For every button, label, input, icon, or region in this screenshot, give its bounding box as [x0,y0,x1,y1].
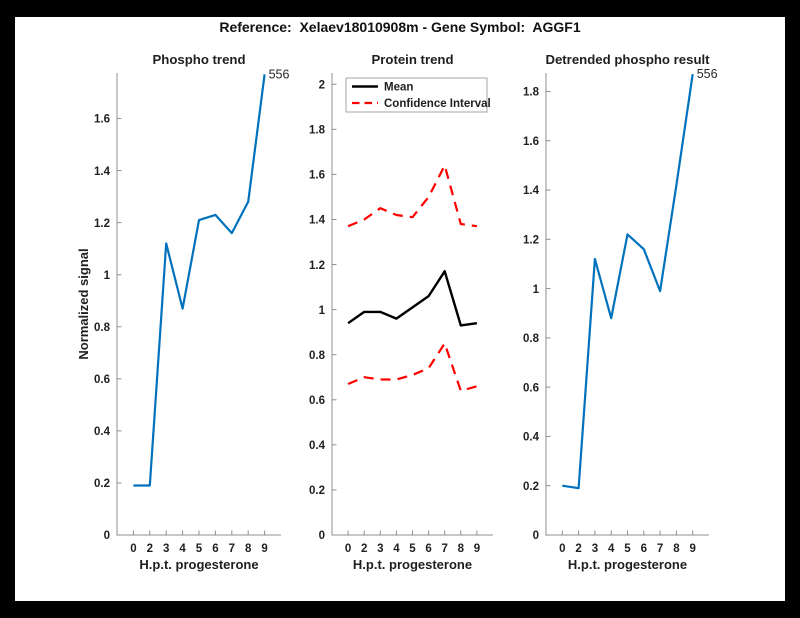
y-tick-label: 0.6 [94,374,110,386]
x-tick-label: 6 [641,543,647,555]
x-tick-label: 0 [559,543,565,555]
y-tick-label: 0.4 [94,426,111,438]
y-tick-label: 0.6 [309,395,325,407]
y-tick-label: 1.6 [94,114,110,126]
series-line-detrended-phospho [562,74,694,490]
y-tick-label: 1.2 [309,260,325,272]
x-tick-label: 0 [345,543,351,555]
series-line-ci-upper [347,164,478,228]
y-tick-label: 0.8 [94,322,111,334]
x-axis-label: H.p.t. progesterone [139,557,258,572]
x-tick-label: 8 [673,543,680,555]
x-tick-label: 0 [130,543,136,555]
y-tick-label: 0.4 [523,432,540,444]
y-tick-label: 0.8 [523,333,540,345]
y-tick-label: 1.8 [309,125,326,137]
y-tick-label: 0.2 [94,478,110,490]
y-tick-label: 1.4 [94,166,111,178]
x-axis-label: H.p.t. progesterone [353,557,472,572]
y-tick-label: 1 [319,305,326,317]
y-tick-label: 1.2 [523,235,539,247]
legend-label: Confidence Interval [384,98,491,110]
series-line-ci-lower [347,342,478,392]
subplot-title: Phospho trend [152,52,245,67]
series-line-phospho-signal [133,74,266,487]
x-tick-label: 9 [689,543,695,555]
subplot-1: 00.20.40.60.811.21.41.60 2 3 4 5 6 7 8 9H.p.t. p… [76,52,290,572]
endpoint-annotation: 556 [697,67,718,81]
y-tick-label: 0.6 [523,382,539,394]
subplot-title: Protein trend [371,52,453,67]
subplot-2: 00.20.40.60.811.21.41.61.820 2 3 4 5 6 7 8 9H.p.… [309,52,493,572]
x-tick-label: 9 [474,543,480,555]
x-tick-label: 8 [245,543,252,555]
x-tick-label: 7 [657,543,663,555]
y-tick-label: 1.4 [309,215,326,227]
x-tick-label: 7 [441,543,447,555]
x-tick-label: 4 [179,543,186,555]
legend: Mean Confidence Interval [345,77,491,113]
x-tick-label: 7 [229,543,235,555]
series-line-mean [347,270,478,327]
y-tick-label: 0.8 [309,350,326,362]
y-tick-label: 1 [533,284,540,296]
y-axis-label: Normalized signal [76,248,91,359]
y-tick-label: 1.4 [523,185,540,197]
x-tick-label: 6 [425,543,431,555]
axis-spines [331,73,493,536]
legend-box [345,77,488,113]
y-tick-label: 2 [319,79,325,91]
x-tick-label: 4 [608,543,615,555]
x-tick-label: 3 [377,543,383,555]
x-tick-label: 3 [163,543,169,555]
endpoint-annotation: 556 [269,67,290,81]
y-tick-label: 0.4 [309,440,326,452]
y-tick-label: 1 [104,270,111,282]
axis-spines [545,73,709,536]
y-tick-label: 0.2 [523,481,539,493]
x-tick-label: 5 [196,543,203,555]
y-tick-label: 0 [533,530,539,542]
figure-canvas [15,17,785,601]
x-axis-label: H.p.t. progesterone [568,557,687,572]
legend-label: Mean [384,82,413,94]
y-tick-label: 0 [104,530,110,542]
y-tick-label: 1.6 [523,136,539,148]
x-tick-label: 6 [212,543,218,555]
subplot-title: Detrended phospho result [545,52,710,67]
y-tick-label: 0.2 [309,485,325,497]
x-tick-label: 3 [592,543,598,555]
x-tick-label: 2 [361,543,367,555]
y-tick-label: 1.6 [309,170,325,182]
x-tick-label: 2 [147,543,153,555]
figure-main-title: Reference: Xelaev18010908m - Gene Symbol… [219,19,581,35]
y-tick-label: 1.8 [523,87,540,99]
x-tick-label: 2 [575,543,581,555]
x-tick-label: 5 [624,543,631,555]
y-tick-label: 1.2 [94,218,110,230]
subplot-3: 00.20.40.60.811.21.41.61.80 2 3 4 5 6 7 8 9H.p.t… [523,52,718,572]
x-tick-label: 4 [393,543,400,555]
x-tick-label: 9 [261,543,267,555]
x-tick-label: 5 [409,543,416,555]
x-tick-label: 8 [458,543,465,555]
y-tick-label: 0 [319,530,325,542]
